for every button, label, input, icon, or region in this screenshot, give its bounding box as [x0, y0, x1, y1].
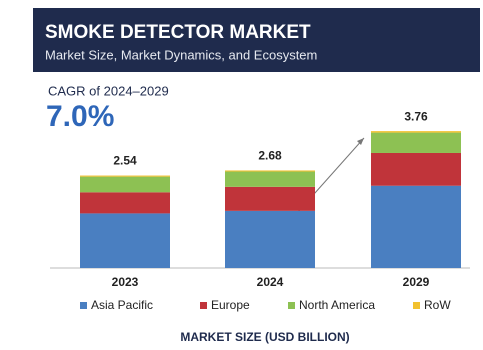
legend-label: North America [299, 298, 375, 312]
legend-label: RoW [424, 298, 451, 312]
chart-title: SMOKE DETECTOR MARKET [45, 22, 311, 43]
x-axis-label: MARKET SIZE (USD BILLION) [180, 330, 349, 344]
x-tick-label: 2029 [403, 275, 430, 289]
header-band [33, 8, 480, 72]
arrow-head [357, 138, 364, 145]
cagr-label: CAGR of 2024–2029 [48, 83, 169, 98]
total-label: 2.68 [258, 149, 282, 163]
x-tick-label: 2023 [112, 275, 139, 289]
legend-swatch [413, 302, 420, 309]
bar-segment [225, 171, 315, 187]
bar-segment [80, 175, 170, 177]
bar-segment [371, 152, 461, 186]
total-label: 3.76 [404, 109, 428, 123]
bar-segment [371, 131, 461, 133]
legend-swatch [80, 302, 87, 309]
bar-segment [225, 210, 315, 268]
x-tick-label: 2024 [257, 275, 284, 289]
legend-swatch [200, 302, 207, 309]
bar-segment [371, 185, 461, 268]
bar-segment [80, 192, 170, 214]
legend-label: Asia Pacific [91, 298, 153, 312]
cagr-value: 7.0% [46, 100, 114, 133]
chart-subtitle: Market Size, Market Dynamics, and Ecosys… [45, 47, 317, 62]
bar-segment [80, 213, 170, 268]
bar-segment [371, 132, 461, 153]
legend-label: Europe [211, 298, 250, 312]
total-label: 2.54 [113, 154, 137, 168]
legend-swatch [288, 302, 295, 309]
bar-segment [225, 170, 315, 172]
bar-segment [225, 186, 315, 211]
bar-segment [80, 176, 170, 193]
